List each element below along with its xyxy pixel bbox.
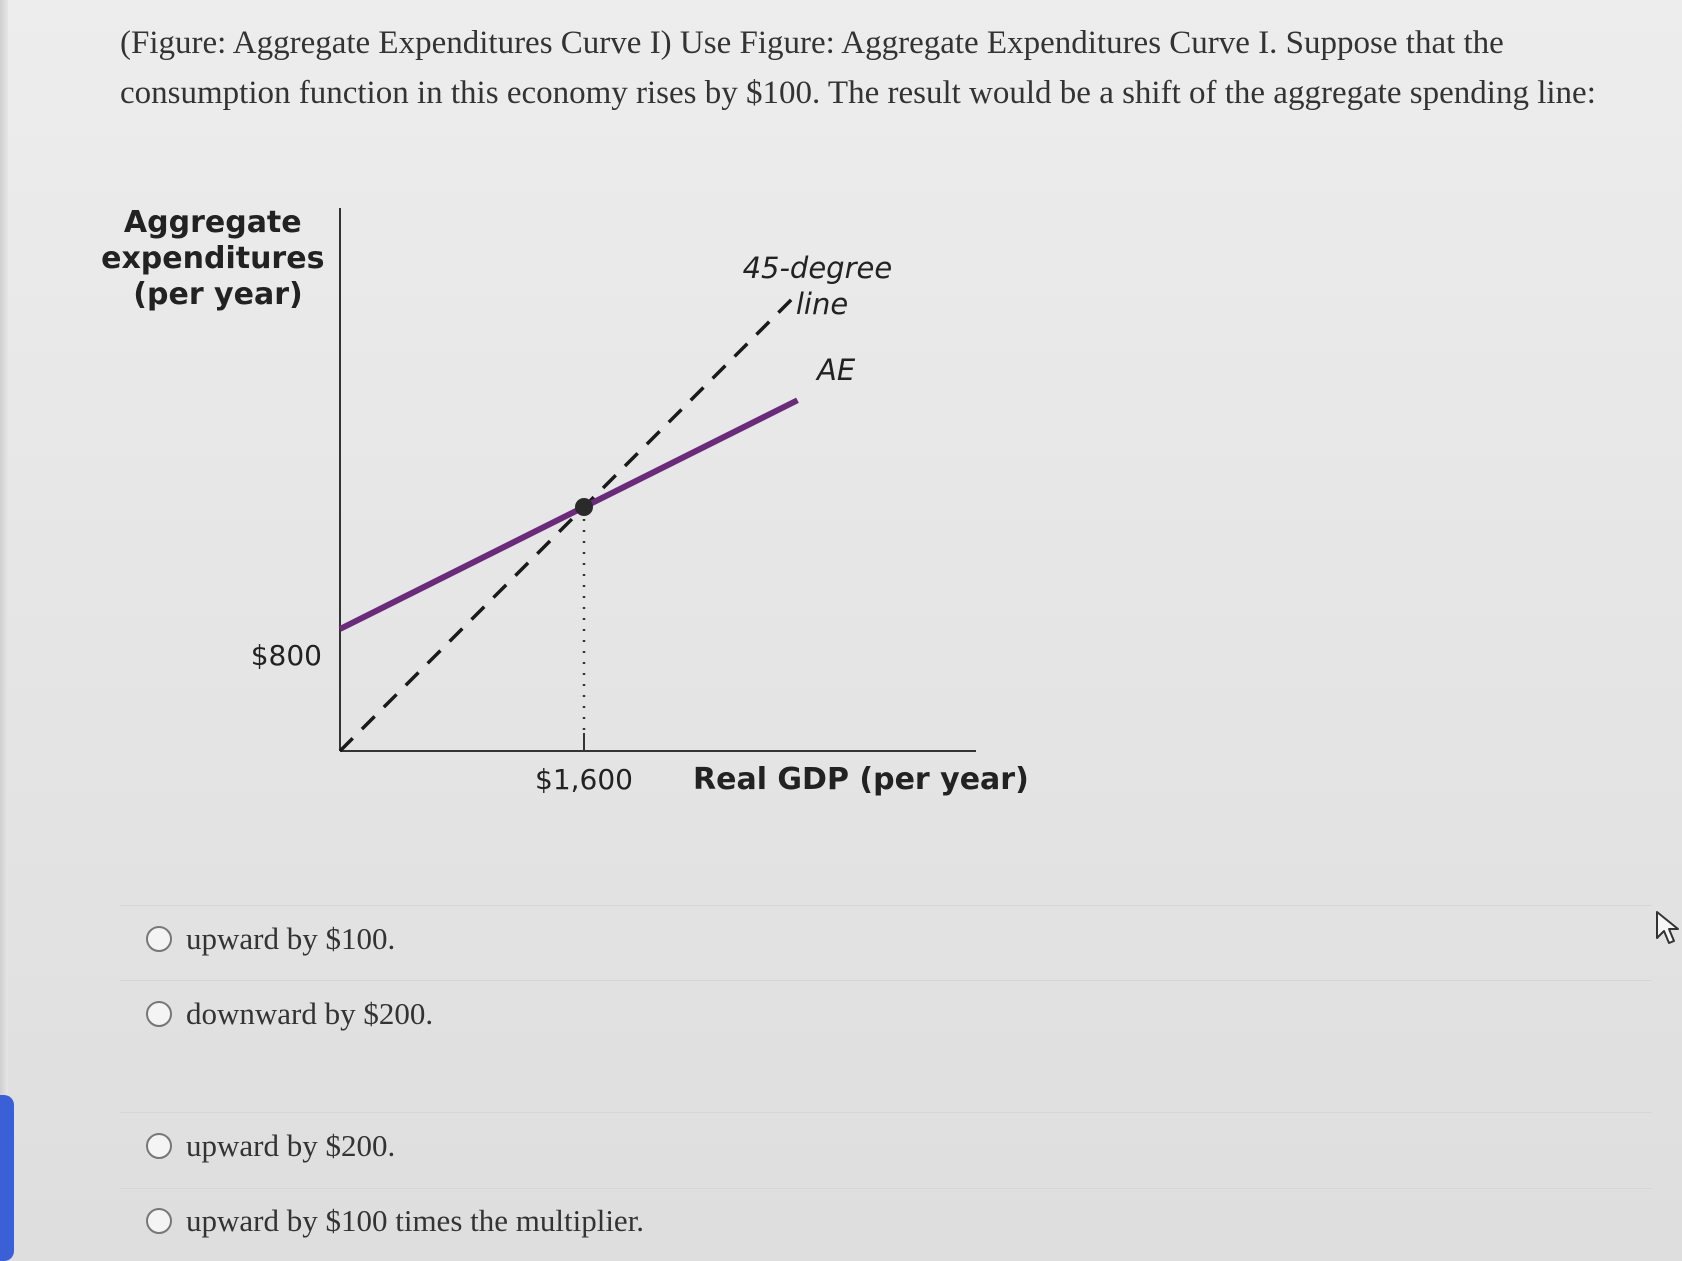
question-line-2: consumption function in this economy ris… [120,75,1596,111]
answer-option-label: downward by $200. [186,996,434,1031]
answer-option-3[interactable]: upward by $200. [146,1128,395,1164]
answer-option-2[interactable]: downward by $200. [146,996,433,1032]
question-text: (Figure: Aggregate Expenditures Curve I)… [120,18,1600,118]
answer-option-4[interactable]: upward by $100 times the multiplier. [146,1203,644,1239]
divider [120,1112,1652,1113]
series-line-45-degree [338,292,799,753]
y-axis-label-line-1: Aggregate [124,205,302,240]
radio-button-icon[interactable] [146,926,172,952]
radio-button-icon[interactable] [146,1208,172,1234]
question-line-1: (Figure: Aggregate Expenditures Curve I)… [120,25,1504,61]
series-label-45-degree-line-2: line [796,287,848,321]
divider [120,980,1652,981]
divider [120,1188,1652,1189]
divider [120,905,1652,906]
equilibrium-point [575,498,593,516]
answer-option-label: upward by $100 times the multiplier. [186,1203,645,1238]
series-line-ae [338,397,799,632]
x-axis-label: Real GDP (per year) [693,762,1029,797]
series-label-45-degree-line-1: 45-degree [743,251,893,285]
mouse-pointer-icon [1656,911,1679,944]
series-label-ae: AE [815,353,856,387]
x-tick-label: $1,600 [535,763,633,796]
answer-option-label: upward by $200. [186,1128,396,1163]
y-axis-label-line-3: (per year) [133,277,302,312]
y-axis-label: Aggregate expenditures (per year) [101,205,335,312]
page-edge [0,0,8,1261]
y-axis-label-line-2: expenditures [101,241,324,276]
side-tab [0,1095,14,1261]
series-label-45-degree: 45-degree line [743,251,902,321]
answer-option-label: upward by $100. [186,921,396,956]
radio-button-icon[interactable] [146,1001,172,1027]
answer-option-1[interactable]: upward by $100. [146,921,395,957]
y-tick-label: $800 [251,639,322,672]
radio-button-icon[interactable] [146,1133,172,1159]
